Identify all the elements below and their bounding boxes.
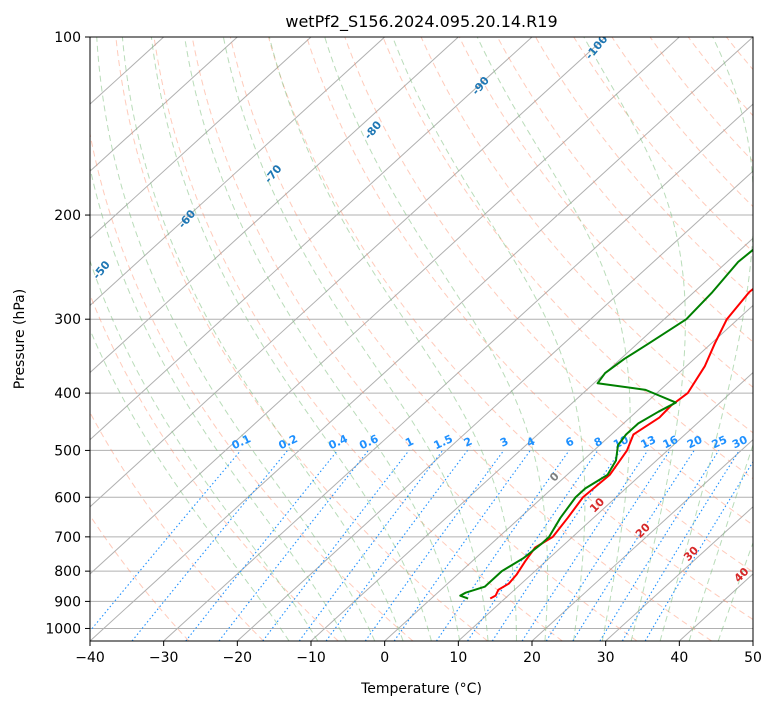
y-tick-label: 900 <box>54 594 81 610</box>
axes: −40 −30 −20 −10 0 10 20 30 40 50 1000 900 800 700 600 5… <box>45 30 762 666</box>
dry-adiabat-line <box>90 293 339 641</box>
isotherm-line <box>90 37 386 307</box>
profile-series <box>459 248 753 600</box>
y-tick-label: 600 <box>54 490 81 506</box>
moist-adiabat-line <box>150 37 432 641</box>
mixing-ratio-label: 25 <box>710 433 729 451</box>
chart-title: wetPf2_S156.2024.095.20.14.R19 <box>285 12 557 32</box>
isotherm-line <box>90 37 680 575</box>
isotherm-line <box>457 371 753 641</box>
x-tick-label: −20 <box>223 650 253 666</box>
moist-adiabat-line <box>659 37 753 641</box>
mixing-ratio-label: 20 <box>685 433 705 451</box>
mixing-ratio-line <box>467 450 599 641</box>
mixing-ratio-line <box>218 450 369 641</box>
mixing-ratio-label: 16 <box>661 433 681 451</box>
mixing-ratio-line <box>599 450 720 641</box>
isotherm-line <box>90 37 533 441</box>
dry-adiabat-line <box>90 131 414 641</box>
plot-frame <box>89 36 754 642</box>
dry-adiabat-line <box>420 37 753 434</box>
dry-adiabat-line <box>191 37 638 641</box>
y-tick-label: 1000 <box>45 621 81 637</box>
y-tick-label: 800 <box>54 564 81 580</box>
x-tick-label: −40 <box>75 650 105 666</box>
mixing-ratio-label: 13 <box>639 433 658 451</box>
moist-adiabat-line <box>90 328 290 641</box>
mixing-ratio-line <box>90 450 242 632</box>
dry-adiabat-line <box>306 37 753 573</box>
y-tick-label: 300 <box>54 312 81 328</box>
x-tick-label: 10 <box>449 650 467 666</box>
x-tick-label: −30 <box>149 650 179 666</box>
mixing-ratio-line <box>393 450 531 641</box>
moist-adiabat-line <box>324 37 549 641</box>
moist-adiabat-line <box>96 37 376 641</box>
y-axis-label: Pressure (hPa) <box>12 289 28 389</box>
y-tick-label: 200 <box>54 208 81 224</box>
mixing-ratio-line <box>572 450 695 641</box>
x-tick-label: 40 <box>670 650 688 666</box>
moist-adiabat-line <box>268 37 517 641</box>
y-tick-label: 500 <box>54 443 81 459</box>
background-lines <box>90 37 753 641</box>
isotherm-line <box>531 438 753 641</box>
mixing-ratio-line <box>621 450 740 641</box>
moist-adiabat-line <box>392 37 586 641</box>
moist-adiabat-line <box>121 37 404 641</box>
isotherm-line <box>605 506 753 641</box>
dewpoint-line <box>459 248 753 600</box>
dry-adiabat-line <box>535 37 753 298</box>
isotherm-line <box>236 170 753 641</box>
dry-adiabat-line <box>458 37 753 388</box>
x-axis-label: Temperature (°C) <box>360 681 482 697</box>
moist-adiabat-line <box>688 443 753 641</box>
isotherm-line <box>310 237 753 641</box>
y-tick-label: 700 <box>54 530 81 546</box>
isotherm-line <box>90 37 753 641</box>
dry-adiabat-line <box>496 37 753 343</box>
mixing-ratio-label: 30 <box>730 433 750 451</box>
moist-adiabat-line <box>717 541 753 641</box>
y-tick-label: 100 <box>54 30 81 46</box>
x-tick-label: 0 <box>380 650 389 666</box>
moist-adiabat-line <box>476 37 631 641</box>
mixing-ratio-line <box>364 450 505 641</box>
mixing-ratio-line <box>131 450 289 641</box>
moist-adiabat-line <box>583 37 686 641</box>
mixing-ratio-label: 36 <box>751 433 771 451</box>
isotherm-line <box>163 103 753 641</box>
mixing-ratio-line <box>644 460 753 641</box>
x-tick-label: 50 <box>744 650 762 666</box>
isotherm-line <box>90 37 238 172</box>
x-tick-label: −10 <box>296 650 326 666</box>
dry-adiabat-line <box>153 37 563 641</box>
dry-adiabat-line <box>344 37 753 526</box>
isotherm-line <box>90 37 459 374</box>
dry-adiabat-line <box>229 37 712 641</box>
dry-adiabat-line <box>649 37 753 162</box>
moist-adiabat-line <box>90 165 347 641</box>
dry-adiabat-line <box>573 37 753 253</box>
isotherm-line <box>90 37 607 508</box>
mixing-ratio-line <box>545 450 671 641</box>
x-tick-label: 20 <box>523 650 541 666</box>
moist-adiabat-line <box>222 37 489 641</box>
temperature-line <box>489 287 753 600</box>
mixing-ratio-line <box>185 450 338 641</box>
y-tick-label: 400 <box>54 386 81 402</box>
isotherm-line <box>90 37 312 240</box>
moist-adiabat-line <box>184 37 461 641</box>
dry-adiabat-line <box>90 411 264 641</box>
moist-adiabat-line <box>90 259 319 641</box>
x-tick-label: 30 <box>597 650 615 666</box>
mixing-ratio-line <box>435 450 570 641</box>
